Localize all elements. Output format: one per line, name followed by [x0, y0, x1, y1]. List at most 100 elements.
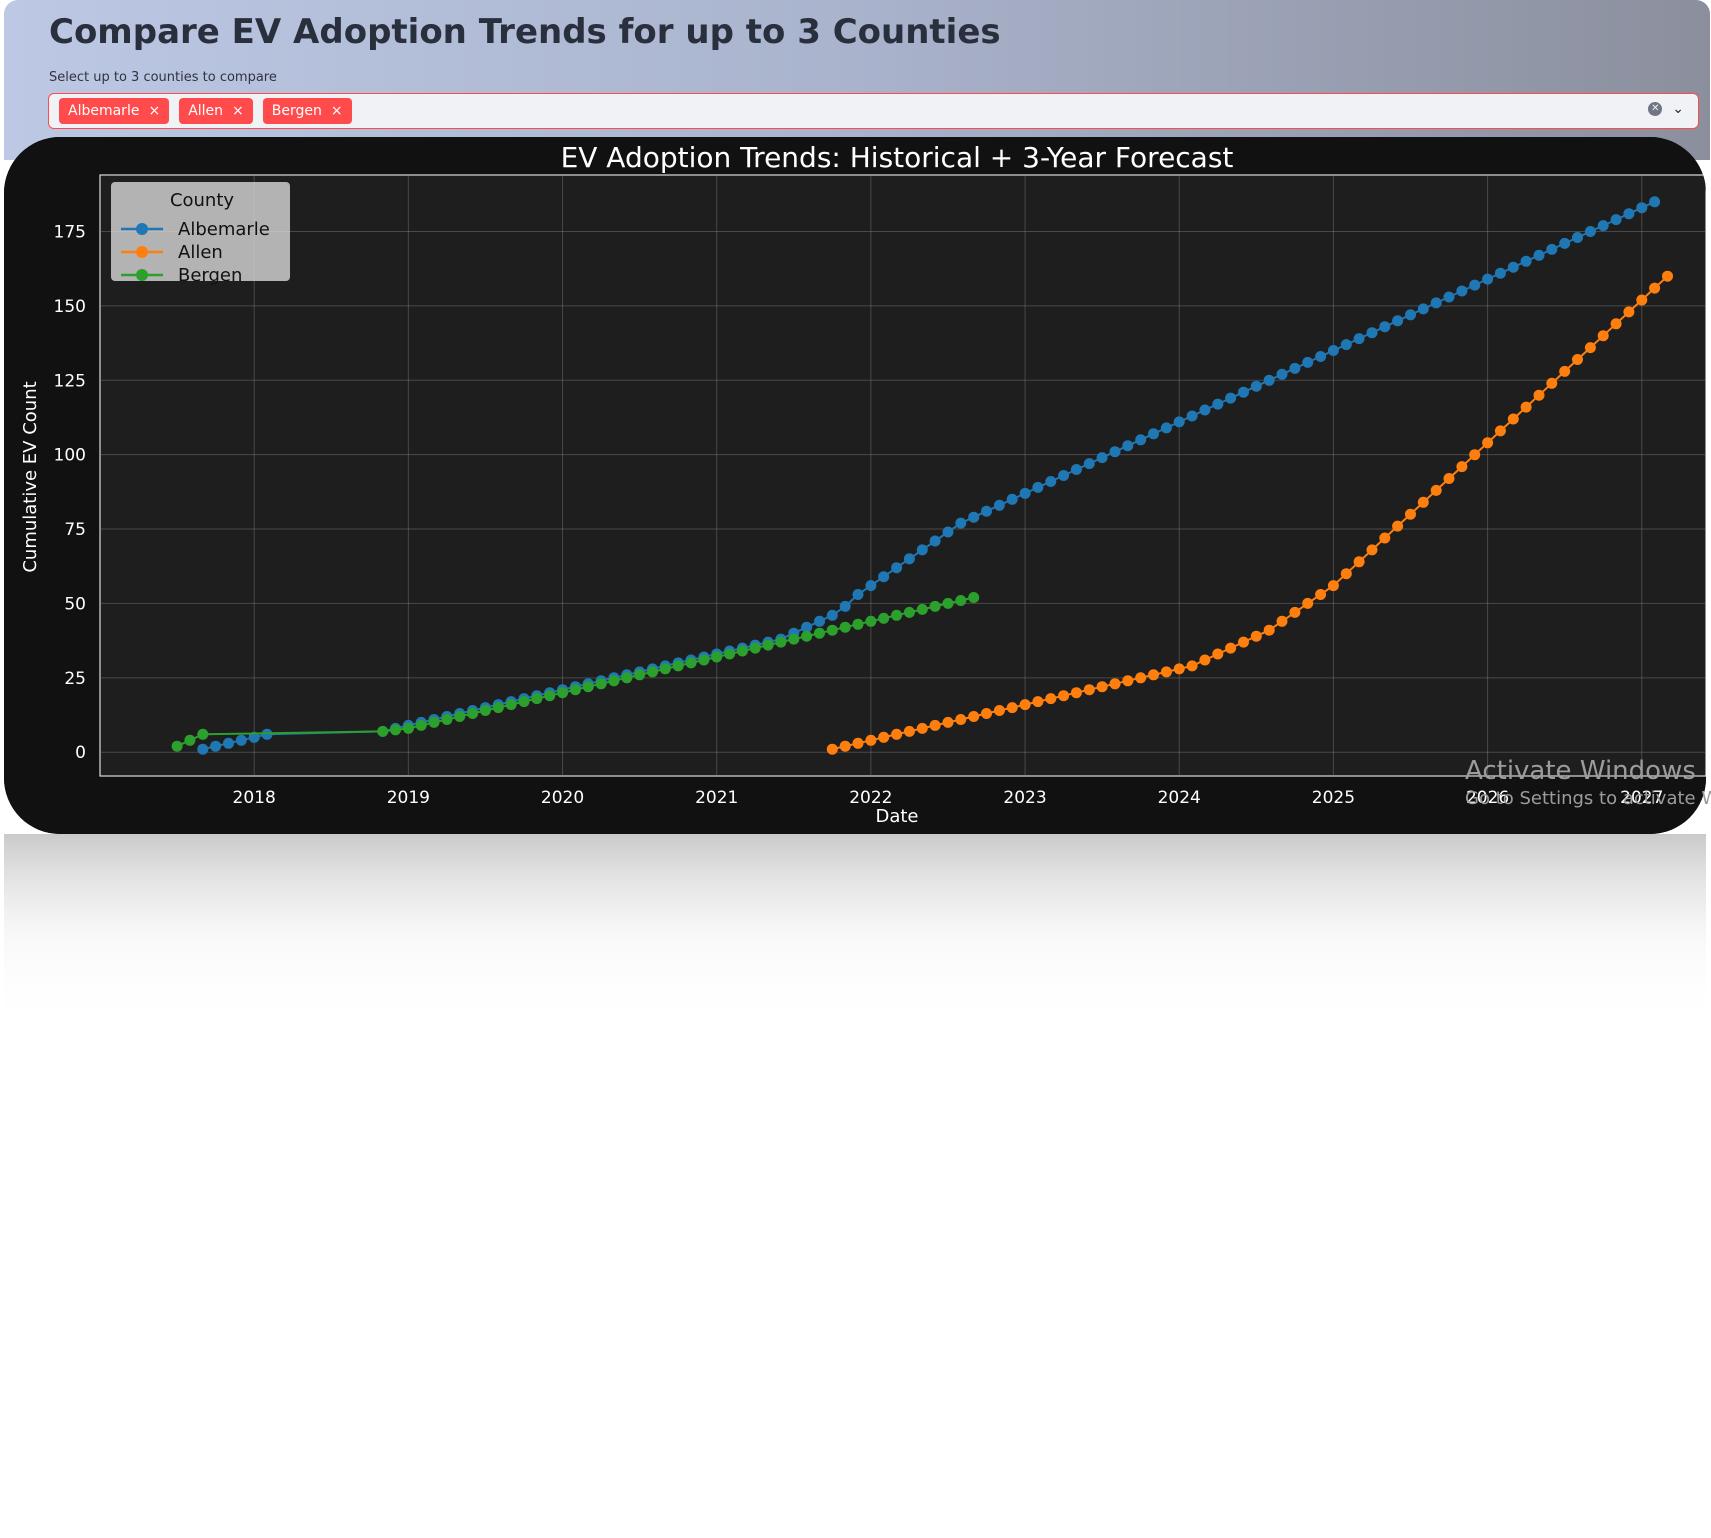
legend-swatch-marker [136, 246, 148, 258]
data-point [197, 743, 209, 755]
data-point [184, 734, 196, 746]
county-select-label: Select up to 3 counties to compare [49, 70, 277, 85]
ev-trend-chart: EV Adoption Trends: Historical + 3-Year … [4, 137, 1706, 834]
x-tick-label: 2027 [1620, 788, 1663, 808]
data-point [1494, 425, 1506, 437]
data-point [1636, 202, 1648, 214]
series-allen [826, 270, 1673, 755]
data-point [1649, 282, 1661, 294]
data-point [1315, 589, 1327, 600]
data-point [839, 740, 851, 752]
data-point [1366, 544, 1378, 556]
legend-swatch-marker [136, 269, 148, 281]
data-point [891, 728, 903, 740]
data-point [1597, 220, 1609, 232]
x-tick-label: 2026 [1466, 788, 1509, 808]
data-point [1379, 321, 1391, 333]
data-point [1430, 484, 1442, 496]
data-point [762, 639, 774, 651]
data-point [981, 708, 992, 719]
data-point [1212, 648, 1224, 660]
data-point [1597, 330, 1609, 342]
data-point [775, 636, 787, 648]
data-point [891, 562, 903, 574]
data-point [197, 728, 209, 740]
remove-bergen-icon[interactable]: × [330, 103, 343, 119]
data-point [1302, 597, 1314, 609]
data-point [1109, 678, 1121, 690]
data-point [479, 705, 491, 716]
data-point [942, 716, 954, 728]
data-point [1199, 654, 1211, 666]
x-tick-label: 2025 [1312, 788, 1355, 808]
data-point [261, 728, 273, 740]
data-point [955, 517, 967, 529]
data-point [1353, 556, 1365, 568]
data-point [903, 725, 915, 737]
data-point [647, 666, 658, 678]
multiselect-controls: ✕ ⌄ [1648, 101, 1684, 117]
remove-allen-icon[interactable]: × [232, 103, 244, 119]
data-point [1443, 291, 1455, 303]
data-point [1263, 624, 1275, 636]
data-point [1173, 663, 1185, 675]
data-point [878, 571, 890, 583]
data-point [621, 672, 633, 684]
data-point [814, 627, 825, 639]
data-point [788, 633, 800, 645]
data-point [801, 630, 813, 642]
data-point [1070, 687, 1082, 699]
legend-label: Bergen [178, 265, 242, 286]
data-point [1533, 249, 1545, 261]
data-point [223, 737, 234, 749]
data-point [916, 722, 928, 734]
data-point [1289, 362, 1301, 374]
remove-albemarle-icon[interactable]: × [148, 103, 161, 119]
data-point [505, 699, 517, 711]
data-point [454, 711, 466, 722]
data-point [1199, 404, 1211, 416]
data-point [1482, 273, 1494, 285]
data-point [1443, 473, 1455, 484]
data-point [916, 603, 928, 615]
data-point [968, 592, 980, 603]
data-point [248, 731, 260, 743]
data-point [595, 678, 607, 690]
chip-allen: Allen × [179, 98, 253, 124]
data-point [1469, 279, 1481, 291]
data-point [634, 669, 646, 681]
chip-label: Allen [188, 103, 224, 119]
data-point [1263, 374, 1275, 386]
data-point [1482, 437, 1494, 449]
data-point [1289, 606, 1301, 618]
y-tick-label: 175 [54, 223, 86, 243]
x-tick-label: 2019 [387, 788, 430, 808]
data-point [1584, 226, 1596, 237]
data-point [968, 711, 980, 722]
x-tick-label: 2024 [1158, 788, 1201, 808]
county-multiselect[interactable]: Albemarle × Allen × Bergen × ✕ ⌄ [48, 93, 1699, 129]
y-tick-label: 125 [54, 371, 86, 391]
data-point [672, 660, 684, 672]
data-point [1559, 365, 1571, 377]
data-point [801, 621, 813, 633]
clear-all-icon[interactable]: ✕ [1648, 102, 1663, 116]
chip-label: Albemarle [68, 103, 140, 119]
data-point [1058, 470, 1070, 481]
data-point [1469, 449, 1481, 461]
data-point [415, 719, 427, 731]
data-point [1058, 690, 1070, 702]
data-point [1520, 255, 1532, 267]
data-point [1032, 696, 1044, 708]
chart-title: EV Adoption Trends: Historical + 3-Year … [561, 141, 1234, 174]
y-tick-label: 100 [54, 446, 86, 466]
x-axis-label: Date [875, 806, 918, 827]
legend-label: Albemarle [178, 219, 270, 240]
data-point [1083, 458, 1095, 470]
series-line [202, 200, 1656, 751]
data-point [441, 714, 453, 725]
chevron-down-icon[interactable]: ⌄ [1672, 101, 1684, 117]
data-point [1379, 532, 1391, 544]
data-point [1225, 642, 1237, 654]
data-point [891, 609, 903, 621]
